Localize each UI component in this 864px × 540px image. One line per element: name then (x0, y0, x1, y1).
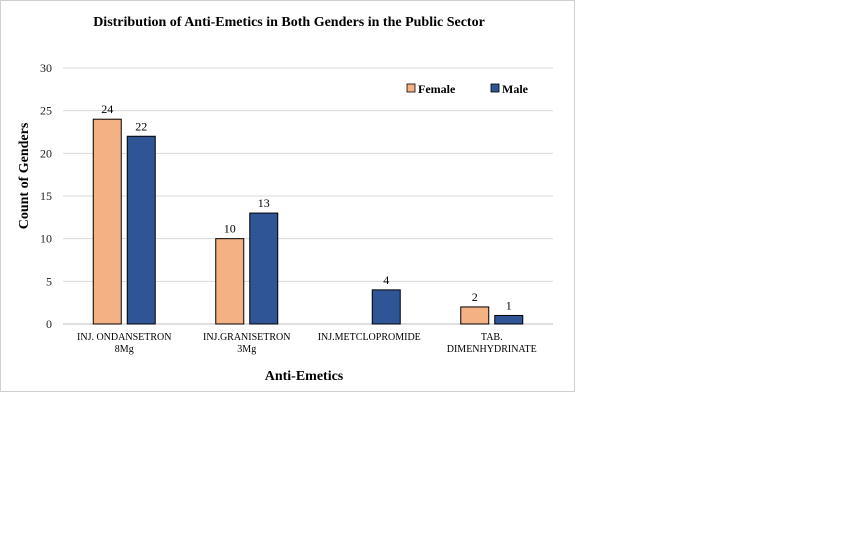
x-axis-title: Anti-Emetics (265, 369, 344, 384)
category-label: DIMENHYDRINATE (447, 344, 537, 355)
data-label: 22 (135, 119, 147, 133)
data-label: 1 (506, 298, 512, 312)
category-label: 3Mg (237, 344, 256, 355)
data-label: 4 (383, 273, 389, 287)
bar-female (92, 118, 122, 325)
y-tick-label: 20 (40, 146, 52, 160)
data-label: 10 (224, 222, 236, 236)
legend: Female Male (406, 82, 529, 96)
bar-male (249, 212, 279, 325)
bar-female (460, 306, 490, 325)
bar-male (371, 289, 401, 325)
bar-male (126, 135, 156, 325)
legend-swatch (490, 83, 500, 93)
category-label: INJ.METCLOPROMIDE (318, 332, 421, 343)
y-tick-label: 0 (46, 317, 52, 331)
bar-chart: Distribution of Anti-Emetics in Both Gen… (17, 15, 553, 384)
category-label: 8Mg (115, 344, 134, 355)
y-tick-label: 5 (46, 274, 52, 288)
y-axis-title: Count of Genders (17, 122, 32, 229)
y-axis-ticks: 0 5 10 15 20 25 30 (40, 61, 52, 331)
data-label: 13 (258, 196, 270, 210)
y-tick-label: 30 (40, 61, 52, 75)
legend-label: Female (418, 82, 456, 96)
data-labels: 24 22 10 13 4 2 1 (101, 102, 512, 312)
category-label: INJ. ONDANSETRON (77, 332, 171, 343)
bar-female (215, 238, 245, 325)
data-label: 24 (101, 102, 113, 116)
chart-frame: Distribution of Anti-Emetics in Both Gen… (0, 0, 575, 392)
bars (92, 118, 524, 325)
y-tick-label: 10 (40, 232, 52, 246)
y-tick-label: 15 (40, 189, 52, 203)
category-label: INJ.GRANISETRON (203, 332, 291, 343)
legend-swatch (406, 83, 416, 93)
legend-label: Male (502, 82, 529, 96)
category-label: TAB. (481, 332, 503, 343)
chart-title: Distribution of Anti-Emetics in Both Gen… (93, 15, 485, 30)
y-tick-label: 25 (40, 104, 52, 118)
bar-male (494, 314, 524, 325)
data-label: 2 (472, 290, 478, 304)
